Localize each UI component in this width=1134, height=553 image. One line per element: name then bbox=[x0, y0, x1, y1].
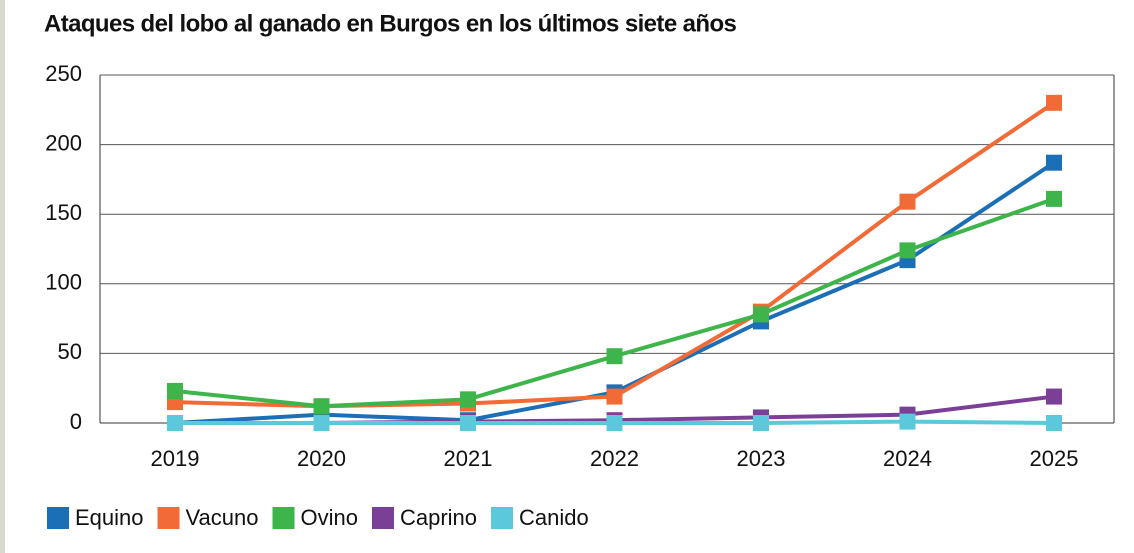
side-bar bbox=[0, 0, 5, 553]
x-tick-label: 2025 bbox=[1030, 446, 1079, 471]
point-marker bbox=[1046, 388, 1062, 405]
point-marker bbox=[167, 382, 183, 399]
legend-label: Equino bbox=[75, 505, 144, 530]
legend-label: Canido bbox=[519, 505, 589, 530]
chart-title: Ataques del lobo al ganado en Burgos en … bbox=[44, 10, 737, 37]
point-marker bbox=[899, 413, 916, 430]
point-marker bbox=[313, 398, 330, 415]
point-marker bbox=[1046, 190, 1062, 207]
point-marker bbox=[606, 348, 623, 365]
point-marker bbox=[167, 415, 183, 431]
x-tick-label: 2024 bbox=[883, 446, 932, 471]
point-marker bbox=[1046, 154, 1062, 171]
series-line bbox=[174, 161, 1056, 425]
x-tick-label: 2022 bbox=[590, 446, 639, 471]
y-tick-label: 100 bbox=[45, 270, 82, 295]
y-tick-label: 200 bbox=[45, 130, 82, 155]
point-marker bbox=[460, 415, 476, 431]
point-marker bbox=[313, 415, 330, 431]
legend-label: Vacuno bbox=[186, 505, 259, 530]
legend-label: Caprino bbox=[400, 505, 477, 530]
point-marker bbox=[460, 391, 476, 408]
y-tick-label: 150 bbox=[45, 200, 82, 225]
legend-label: Ovino bbox=[301, 505, 358, 530]
point-marker bbox=[606, 388, 623, 405]
legend-swatch bbox=[491, 507, 514, 529]
point-marker bbox=[899, 193, 916, 210]
point-marker bbox=[1046, 415, 1062, 431]
x-tick-label: 2021 bbox=[444, 446, 493, 471]
series-line bbox=[174, 197, 1055, 409]
y-tick-label: 50 bbox=[58, 339, 82, 364]
y-tick-label: 0 bbox=[70, 409, 82, 434]
point-marker bbox=[753, 306, 769, 323]
legend-swatch bbox=[157, 507, 180, 529]
legend-swatch bbox=[371, 507, 394, 529]
point-marker bbox=[1046, 94, 1062, 111]
x-tick-label: 2019 bbox=[151, 446, 200, 471]
x-tick-label: 2023 bbox=[737, 446, 786, 471]
legend-swatch bbox=[47, 507, 69, 529]
legend-swatch bbox=[272, 507, 295, 529]
x-tick-label: 2020 bbox=[297, 446, 346, 471]
point-marker bbox=[899, 242, 916, 259]
point-marker bbox=[606, 415, 623, 431]
y-tick-label: 250 bbox=[45, 61, 82, 86]
point-marker bbox=[753, 415, 769, 431]
